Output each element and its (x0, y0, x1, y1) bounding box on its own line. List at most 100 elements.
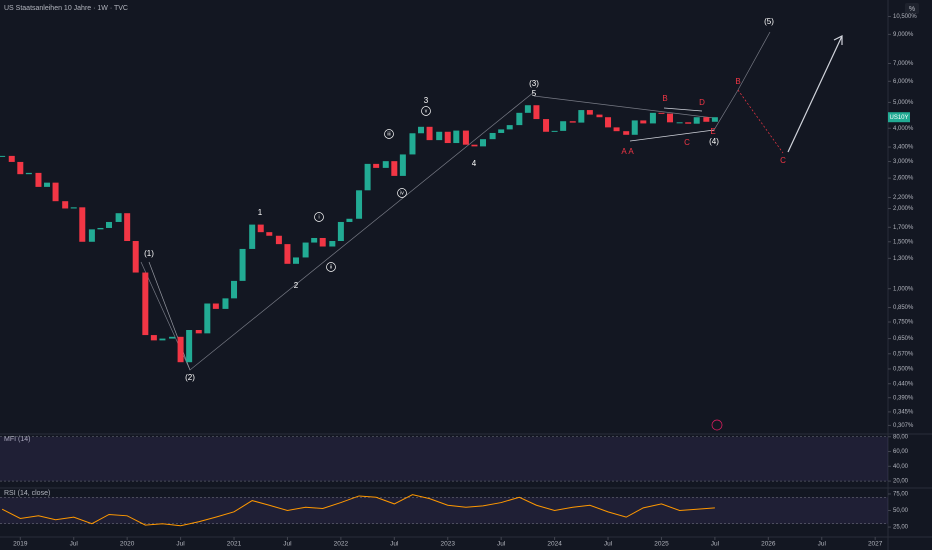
candle (132, 241, 139, 273)
y-tick-label: 1,300% (893, 256, 914, 262)
candle (124, 213, 131, 242)
y-tick-label: 80,00 (893, 434, 909, 440)
candle (524, 105, 531, 113)
scale-button-label[interactable]: % (909, 6, 915, 13)
candle (35, 172, 42, 187)
candle (453, 130, 460, 144)
wave-label: 1 (258, 208, 263, 217)
candle (311, 237, 318, 243)
candle (346, 218, 353, 222)
price-tag: US10Y (889, 115, 908, 121)
y-tick-label: 5,000% (893, 100, 914, 106)
candle (623, 131, 630, 135)
candle (329, 241, 336, 247)
candle (426, 126, 433, 141)
candle (631, 120, 638, 135)
y-tick-label: 0,750% (893, 320, 914, 326)
candle (605, 117, 612, 128)
candle (516, 112, 523, 126)
candle (25, 172, 32, 175)
candle (79, 207, 86, 242)
candle (195, 329, 202, 334)
wave-label: ii (330, 264, 332, 270)
y-tick-label: 3,000% (893, 159, 914, 165)
x-tick-label: 2021 (227, 541, 242, 548)
candle (418, 126, 425, 134)
candle (159, 338, 166, 341)
candle (471, 144, 478, 147)
candle (222, 298, 229, 309)
candle (596, 114, 603, 118)
candle (667, 113, 674, 123)
candle (177, 336, 184, 363)
band (0, 436, 888, 482)
wave-label: 3 (424, 96, 429, 105)
candle (586, 110, 593, 115)
y-tick-label: 6,000% (893, 79, 914, 85)
x-tick-label: 2026 (761, 541, 776, 548)
candle (70, 207, 77, 209)
wave-label: D (699, 98, 705, 107)
wave-label: (4) (709, 137, 719, 146)
candle (293, 257, 299, 264)
scale-button[interactable] (905, 3, 919, 14)
candle (436, 131, 443, 141)
wave-label: E (710, 127, 715, 136)
candle (498, 129, 505, 133)
wave-label: iii (387, 131, 390, 137)
candle (337, 221, 344, 242)
candle (658, 112, 665, 114)
x-tick-label: 2023 (441, 541, 456, 548)
y-tick-label: 0,390% (893, 395, 914, 401)
wave-label: (3) (529, 79, 539, 88)
candle (150, 335, 157, 341)
y-tick-label: 0,570% (893, 351, 914, 357)
candle (462, 130, 469, 145)
wave-circle (397, 188, 407, 198)
x-tick-label: Jul (818, 541, 827, 548)
y-tick-label: 60,00 (893, 449, 909, 455)
candle (284, 244, 291, 264)
x-tick-label: Jul (176, 541, 185, 548)
y-tick-label: 0,850% (893, 305, 914, 311)
candle (703, 117, 710, 122)
candle (356, 190, 363, 219)
candle (676, 122, 683, 124)
y-tick-label: 10,500% (893, 14, 917, 20)
x-tick-label: 2022 (334, 541, 349, 548)
rsi-title: RSI (14, close) (4, 490, 50, 497)
y-tick-label: 2,600% (893, 176, 914, 182)
wave-label: 2 (294, 281, 299, 290)
candle (186, 329, 193, 363)
candle (319, 237, 326, 247)
candle (409, 133, 416, 155)
candle (480, 139, 487, 147)
wave-label: v (425, 108, 428, 114)
y-tick-label: 0,650% (893, 336, 914, 342)
y-tick-label: 75,00 (893, 492, 909, 498)
x-tick-label: Jul (711, 541, 720, 548)
x-tick-label: Jul (497, 541, 506, 548)
x-tick-label: 2024 (547, 541, 562, 548)
candle (640, 120, 647, 124)
y-tick-label: 3,400% (893, 145, 914, 151)
y-tick-label: 40,00 (893, 464, 909, 470)
y-tick-label: 0,307% (893, 423, 914, 429)
x-tick-label: 2025 (654, 541, 669, 548)
candle (275, 235, 282, 245)
wave-label: B (662, 94, 667, 103)
wave-circle (314, 212, 324, 222)
y-tick-label: 0,500% (893, 367, 914, 373)
x-tick-label: Jul (390, 541, 399, 548)
candle (506, 125, 513, 130)
candle (613, 127, 620, 132)
y-tick-label: 4,000% (893, 126, 914, 132)
candle (249, 224, 256, 249)
candle (169, 336, 176, 339)
y-tick-label: 7,000% (893, 61, 914, 67)
candle (399, 154, 406, 176)
candle (62, 201, 69, 209)
candle (44, 182, 51, 187)
x-tick-label: Jul (604, 541, 613, 548)
